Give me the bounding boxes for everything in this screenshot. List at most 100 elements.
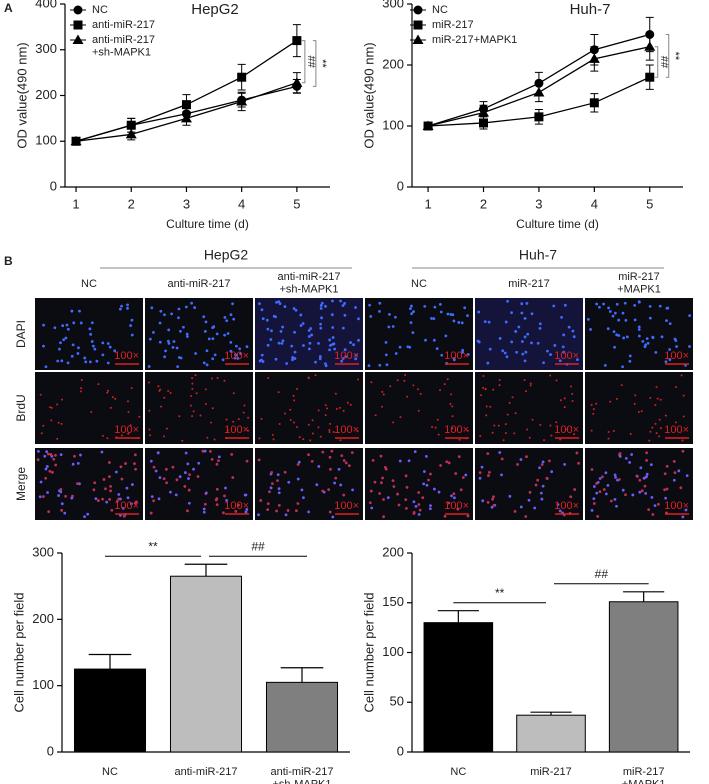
cell-dot <box>389 385 392 388</box>
cell-dot <box>183 485 187 488</box>
cell-dot <box>406 395 409 398</box>
cell-dot <box>428 507 432 511</box>
cell-dot <box>239 352 243 355</box>
cell-dot <box>643 484 647 488</box>
cell-dot <box>167 389 170 392</box>
significance: ** <box>495 586 505 600</box>
cell-dot <box>58 347 61 351</box>
cell-dot <box>309 439 312 442</box>
y-tick-label: 200 <box>382 56 404 71</box>
cell-dot <box>553 344 557 347</box>
cell-dot <box>342 459 346 462</box>
cell-dot <box>217 459 220 463</box>
cell-dot <box>382 393 385 396</box>
cell-dot <box>573 433 576 436</box>
cell-dot <box>148 428 151 431</box>
cell-dot <box>558 509 562 513</box>
cell-dot <box>108 345 112 349</box>
cell-dot <box>213 353 217 357</box>
cell-dot <box>89 332 93 336</box>
significance: ## <box>305 56 317 69</box>
cell-dot <box>633 318 637 322</box>
legend-label: anti-miR-217 <box>92 19 155 31</box>
cell-dot <box>682 394 685 397</box>
cell-dot <box>211 326 215 330</box>
cell-dot <box>101 434 104 437</box>
cell-dot <box>277 341 281 345</box>
cell-dot <box>563 406 566 409</box>
cell-dot <box>615 504 618 508</box>
cell-dot <box>275 300 278 304</box>
cell-dot <box>452 357 456 360</box>
cell-dot <box>149 434 152 437</box>
y-tick-label: 0 <box>50 178 57 193</box>
cell-dot <box>399 416 402 419</box>
cell-dot <box>83 356 87 360</box>
cell-dot <box>562 350 566 354</box>
error-bar <box>184 563 228 577</box>
cell-dot <box>38 495 42 499</box>
cell-dot <box>563 303 567 307</box>
micrograph <box>255 298 363 370</box>
scale-label: 100× <box>224 424 249 436</box>
cell-dot <box>479 435 482 438</box>
cell-dot <box>210 421 213 424</box>
cell-dot <box>331 299 334 303</box>
cell-dot <box>517 325 521 329</box>
cell-dot <box>127 410 130 413</box>
cell-dot <box>154 469 158 473</box>
cell-dot <box>92 488 96 492</box>
cell-dot <box>617 334 621 337</box>
cell-dot <box>118 307 122 311</box>
cell-dot <box>60 398 63 401</box>
cell-dot <box>124 462 127 465</box>
cell-dot <box>346 401 349 404</box>
cell-dot <box>107 389 110 392</box>
cell-dot <box>150 495 154 499</box>
cell-dot <box>204 320 208 324</box>
cell-dot <box>596 515 600 518</box>
cell-dot <box>356 378 359 381</box>
scale-label: 100× <box>664 424 689 436</box>
cell-dot <box>56 437 59 440</box>
cell-dot <box>158 476 162 480</box>
marker <box>292 36 302 46</box>
cell-dot <box>194 374 197 377</box>
cell-dot <box>195 392 198 395</box>
cell-dot <box>178 415 181 418</box>
cell-dot <box>631 493 635 497</box>
cell-dot <box>109 489 112 493</box>
cell-dot <box>307 347 311 351</box>
cell-dot <box>215 332 219 336</box>
cell-dot <box>319 326 323 330</box>
cell-dot <box>438 302 442 306</box>
cell-dot <box>158 340 162 344</box>
cell-dot <box>266 502 270 506</box>
cell-dot <box>213 438 216 441</box>
cell-dot <box>340 454 344 458</box>
cell-dot <box>343 313 347 317</box>
cell-dot <box>147 381 150 384</box>
cell-dot <box>452 492 456 496</box>
cell-dot <box>234 510 238 513</box>
cell-dot <box>185 335 189 338</box>
scale-label: 100× <box>554 350 579 362</box>
cell-dot <box>163 313 166 317</box>
cell-dot <box>505 355 509 359</box>
cell-dot <box>222 511 225 515</box>
significance: ## <box>595 567 609 581</box>
cell-dot <box>656 502 660 506</box>
cell-dot <box>573 488 577 491</box>
marker <box>644 41 656 51</box>
cell-dot <box>555 379 558 382</box>
cell-dot <box>111 396 114 399</box>
cell-dot <box>664 414 667 417</box>
x-tick-label: miR-217 <box>530 766 572 778</box>
cell-dot <box>451 405 454 408</box>
cell-dot <box>642 476 646 480</box>
bracket <box>301 40 306 84</box>
cell-dot <box>429 504 432 508</box>
cell-dot <box>57 421 60 424</box>
cell-dot <box>524 515 528 518</box>
cell-dot <box>226 332 230 335</box>
